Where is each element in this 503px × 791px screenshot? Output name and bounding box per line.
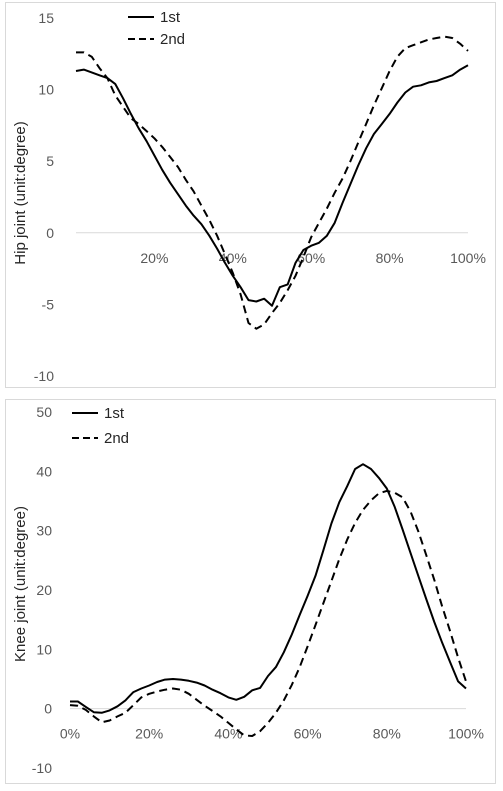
hip-y-axis-label: Hip joint (unit:degree)	[12, 121, 29, 264]
hip-y-tick-label: 5	[46, 153, 54, 169]
hip-y-tick-label: 0	[46, 225, 54, 241]
knee-x-tick-label: 0%	[60, 726, 80, 742]
knee-y-axis-label: Knee joint (unit:degree)	[12, 506, 29, 662]
knee-y-tick-label: 20	[36, 582, 52, 598]
knee-y-tick-label: 0	[44, 701, 52, 717]
knee-legend-label-2nd: 2nd	[104, 430, 129, 447]
knee-x-tick-label: 80%	[373, 726, 401, 742]
hip-y-tick-label: 15	[38, 10, 54, 26]
hip-joint-chart: Hip joint (unit:degree) -10 -5 0 5 10 15 20% 40…	[12, 9, 486, 384]
knee-y-tick-label: 30	[36, 523, 52, 539]
hip-x-tick-label: 40%	[219, 250, 247, 266]
knee-x-tick-label: 40%	[214, 726, 242, 742]
knee-y-tick-label: 40	[36, 463, 52, 479]
knee-y-tick-label: 10	[36, 641, 52, 657]
hip-series-line-2nd	[76, 35, 469, 330]
knee-x-tick-label: 100%	[448, 726, 484, 742]
hip-legend-label-2nd: 2nd	[160, 31, 185, 48]
knee-x-tick-label: 20%	[135, 726, 163, 742]
hip-y-tick-label: -10	[34, 368, 54, 384]
knee-series-line-1st	[70, 463, 467, 714]
knee-legend-label-1st: 1st	[104, 405, 125, 422]
knee-y-tick-label: -10	[32, 760, 52, 776]
hip-x-tick-label: 20%	[140, 250, 168, 266]
hip-y-tick-label: 10	[38, 82, 54, 98]
knee-y-tick-label: 50	[36, 404, 52, 420]
hip-series-line-1st	[75, 64, 469, 307]
hip-x-tick-label: 80%	[376, 250, 404, 266]
hip-x-tick-label: 100%	[450, 250, 486, 266]
hip-joint-chart-panel: Hip joint (unit:degree) -10 -5 0 5 10 15 20% 40…	[5, 2, 496, 388]
hip-y-tick-label: -5	[42, 296, 55, 312]
knee-series-line-2nd	[69, 489, 467, 737]
knee-x-tick-label: 60%	[294, 726, 322, 742]
knee-joint-chart-panel: Knee joint (unit:degree) -10 0 10 20 30 40 50 0…	[5, 399, 496, 784]
hip-legend-label-1st: 1st	[160, 9, 181, 26]
knee-joint-chart: Knee joint (unit:degree) -10 0 10 20 30 40 50 0…	[12, 404, 484, 776]
